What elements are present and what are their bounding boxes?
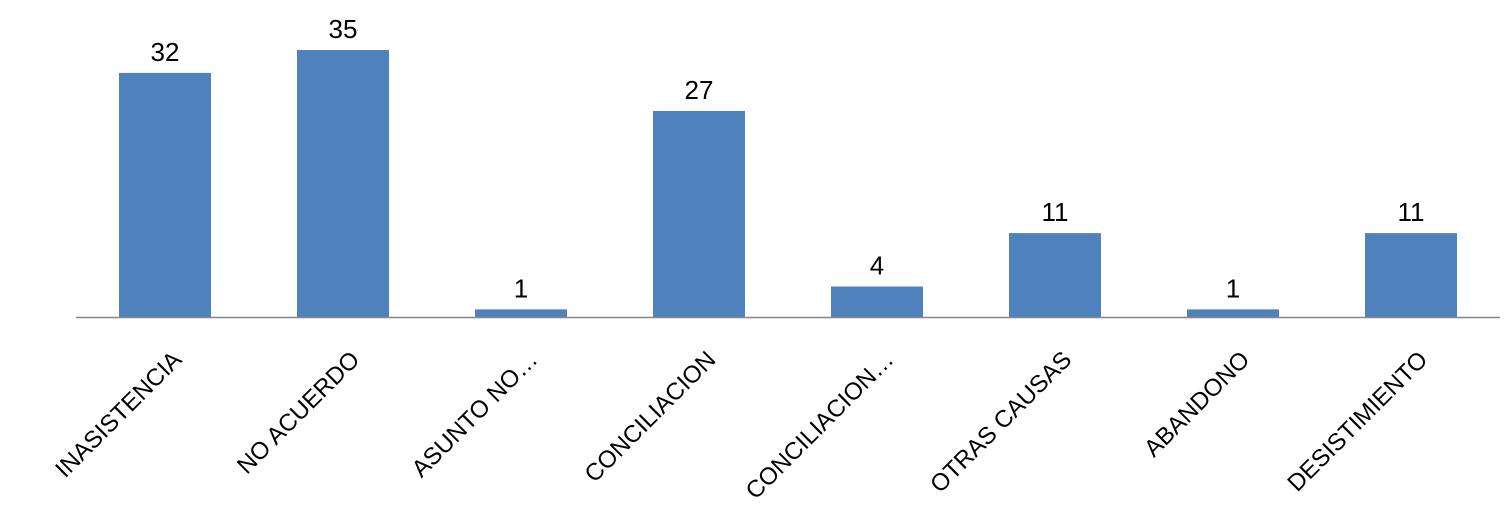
x-tick-label-7: DESISTIMIENTO	[1282, 346, 1433, 497]
x-tick-label-1: NO ACUERDO	[232, 346, 365, 479]
x-tick-label-0: INASISTENCIA	[50, 346, 187, 483]
value-label-7: 11	[1398, 197, 1425, 227]
bar-1	[297, 50, 389, 317]
bar-0	[119, 72, 211, 318]
bar-3	[653, 111, 745, 317]
value-label-5: 11	[1042, 197, 1069, 227]
value-label-0: 32	[151, 37, 180, 67]
x-tick-label-5: OTRAS CAUSAS	[925, 346, 1077, 498]
bar-7	[1365, 233, 1457, 317]
bar-2	[475, 309, 567, 317]
x-tick-label-6: ABANDONO	[1139, 346, 1255, 462]
value-label-2: 1	[514, 273, 528, 303]
bar-4	[831, 286, 923, 317]
bars-group	[119, 50, 1457, 318]
value-label-4: 4	[870, 251, 884, 281]
x-tick-label-3: CONCILIACION	[580, 346, 722, 488]
x-tick-label-4: CONCILIACION…	[741, 346, 900, 505]
value-label-3: 27	[685, 75, 714, 105]
x-tick-labels-group: INASISTENCIA NO ACUERDO ASUNTO NO… CONCILIA…	[50, 346, 1433, 505]
bar-6	[1187, 309, 1279, 317]
x-tick-label-2: ASUNTO NO…	[407, 346, 544, 483]
value-label-6: 1	[1226, 273, 1240, 303]
bar-5	[1009, 233, 1101, 317]
value-label-1: 35	[329, 14, 358, 44]
